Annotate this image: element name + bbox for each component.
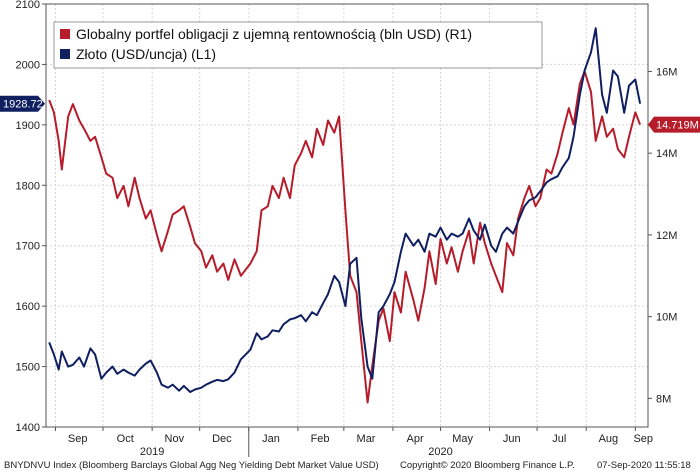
left-tick-label: 1700 xyxy=(16,241,40,253)
left-tick-label: 2000 xyxy=(16,59,40,71)
series-line-gold xyxy=(48,27,642,393)
x-tick-label: Jan xyxy=(262,433,280,445)
right-axis: 8M 10M 12M 14M 16M xyxy=(648,66,677,405)
legend-label: Złoto (USD/uncja) (L1) xyxy=(76,46,216,62)
right-value-tag xyxy=(648,116,700,133)
x-tick-label: Dec xyxy=(212,433,232,445)
left-value-tag xyxy=(0,95,45,112)
x-axis: Sep Oct Nov Dec Jan Feb Mar Apr May Jun Jul Aug Sep 2… xyxy=(55,427,653,458)
legend-box xyxy=(53,21,543,69)
right-tick-label: 8M xyxy=(656,393,671,405)
left-tick-label: 1900 xyxy=(16,120,40,132)
x-tick-label: Jul xyxy=(552,433,566,445)
right-tick-label: 10M xyxy=(656,312,677,324)
legend-swatch xyxy=(60,49,70,59)
x-tick-label: Sep xyxy=(68,433,88,445)
x-year-label: 2020 xyxy=(428,446,452,458)
legend: Globalny portfel obligacji z ujemną rent… xyxy=(53,21,543,69)
footer-copyright: Copyright© 2020 Bloomberg Finance L.P. xyxy=(400,460,575,471)
left-tick-label: 1500 xyxy=(16,362,40,374)
last-value-tags: 1928.72 14.719M xyxy=(0,95,700,133)
right-value-tag-label: 14.719M xyxy=(656,120,699,132)
right-tick-label: 14M xyxy=(656,148,677,160)
left-tick-label: 1600 xyxy=(16,301,40,313)
x-tick-label: May xyxy=(452,433,473,445)
footer-timestamp: 07-Sep-2020 11:55:18 xyxy=(597,460,691,471)
left-tick-label: 2100 xyxy=(16,0,40,11)
left-value-tag-label: 1928.72 xyxy=(3,99,43,111)
x-year-label: 2019 xyxy=(140,446,164,458)
left-tick-label: 1400 xyxy=(16,422,40,434)
series-lines xyxy=(48,27,642,404)
series-line-negative-yield-debt xyxy=(48,70,642,404)
left-axis: 1400 1500 1600 1700 1800 1900 2000 2100 xyxy=(16,0,46,434)
x-tick-label: Apr xyxy=(407,433,424,445)
legend-swatch xyxy=(60,29,70,39)
footer-source: BNYDNVU Index (Bloomberg Barclays Global… xyxy=(4,460,379,471)
footer: BNYDNVU Index (Bloomberg Barclays Global… xyxy=(4,460,691,471)
right-tick-label: 12M xyxy=(656,230,677,242)
right-tick-label: 16M xyxy=(656,66,677,78)
x-tick-label: Jun xyxy=(503,433,521,445)
legend-label: Globalny portfel obligacji z ujemną rent… xyxy=(76,26,472,42)
x-tick-label: Aug xyxy=(599,433,619,445)
x-tick-label: Mar xyxy=(357,433,376,445)
x-tick-label: Feb xyxy=(311,433,330,445)
plot-frame xyxy=(45,3,649,428)
x-tick-label: Sep xyxy=(633,433,653,445)
left-tick-label: 1800 xyxy=(16,180,40,192)
grid-lines xyxy=(46,3,648,428)
x-tick-label: Oct xyxy=(117,433,134,445)
x-tick-label: Nov xyxy=(165,433,185,445)
